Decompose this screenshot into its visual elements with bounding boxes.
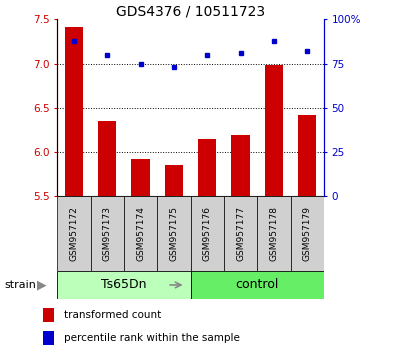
Bar [124, 196, 157, 271]
Text: GSM957172: GSM957172 [70, 206, 79, 261]
Bar [298, 115, 316, 196]
Bar [198, 139, 216, 196]
Text: GSM957174: GSM957174 [136, 206, 145, 261]
Bar [132, 159, 150, 196]
Text: control: control [235, 279, 279, 291]
Text: GSM957179: GSM957179 [303, 206, 312, 261]
Text: GSM957173: GSM957173 [103, 206, 112, 261]
Bar [65, 27, 83, 196]
Bar [43, 308, 54, 322]
Text: GSM957178: GSM957178 [269, 206, 278, 261]
Bar [257, 196, 291, 271]
Text: transformed count: transformed count [64, 310, 161, 320]
Text: GSM957175: GSM957175 [169, 206, 179, 261]
Bar [165, 166, 183, 196]
Text: GSM957176: GSM957176 [203, 206, 212, 261]
Bar [191, 271, 324, 299]
Title: GDS4376 / 10511723: GDS4376 / 10511723 [116, 4, 265, 18]
Bar [90, 196, 124, 271]
Text: strain: strain [4, 280, 36, 290]
Text: Ts65Dn: Ts65Dn [101, 279, 147, 291]
Bar [265, 65, 283, 196]
Text: GSM957177: GSM957177 [236, 206, 245, 261]
Bar [291, 196, 324, 271]
Bar [57, 271, 191, 299]
Bar [57, 196, 90, 271]
Bar [157, 196, 191, 271]
Bar [224, 196, 257, 271]
Text: ▶: ▶ [37, 279, 46, 291]
Bar [191, 196, 224, 271]
Bar [98, 121, 117, 196]
Text: percentile rank within the sample: percentile rank within the sample [64, 332, 240, 343]
Bar [43, 331, 54, 344]
Bar [231, 135, 250, 196]
